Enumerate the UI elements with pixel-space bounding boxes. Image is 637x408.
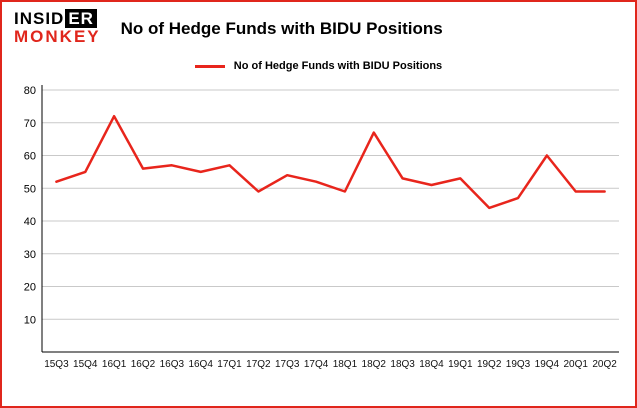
y-tick-label-50: 50: [24, 183, 36, 195]
x-tick-label-19Q1: 19Q1: [448, 359, 473, 370]
y-tick-label-10: 10: [24, 314, 36, 326]
page-title: No of Hedge Funds with BIDU Positions: [120, 18, 443, 38]
x-tick-label-19Q2: 19Q2: [477, 359, 502, 370]
x-tick-label-18Q1: 18Q1: [333, 359, 358, 370]
logo-text-monkey: MONKEY: [14, 26, 101, 46]
legend-line-swatch: [194, 64, 225, 68]
x-tick-label-19Q3: 19Q3: [506, 359, 531, 370]
logo-text-insid: INSID: [14, 9, 65, 28]
y-tick-label-70: 70: [24, 118, 36, 130]
x-tick-label-16Q1: 16Q1: [102, 359, 127, 370]
y-tick-label-80: 80: [24, 85, 36, 97]
x-tick-label-19Q4: 19Q4: [535, 359, 560, 370]
x-tick-label-15Q3: 15Q3: [44, 359, 69, 370]
y-tick-label-40: 40: [24, 216, 36, 228]
insider-monkey-logo: INSID ER MONKEY: [14, 9, 101, 46]
x-tick-label-17Q2: 17Q2: [246, 359, 271, 370]
chart-area: 10 20 30 40 50 60 70 80 15Q3 15Q4 16Q1 16Q2 16Q3 16Q4…: [4, 80, 633, 406]
x-tick-label-20Q1: 20Q1: [563, 359, 588, 370]
x-tick-label-17Q1: 17Q1: [217, 359, 242, 370]
logo-line-insider: INSID ER: [14, 9, 101, 28]
x-tick-label-20Q2: 20Q2: [592, 359, 617, 370]
logo-text-er-boxed: ER: [65, 9, 97, 28]
data-line: [55, 114, 606, 210]
y-tick-label-20: 20: [24, 282, 36, 294]
x-tick-label-16Q3: 16Q3: [160, 359, 185, 370]
chart-svg: 10 20 30 40 50 60 70 80 15Q3 15Q4 16Q1 16Q2 16Q3 16Q4…: [24, 85, 619, 370]
x-tick-label-17Q3: 17Q3: [275, 359, 300, 370]
legend-label: No of Hedge Funds with BIDU Positions: [233, 60, 443, 72]
y-tick-label-60: 60: [24, 151, 36, 163]
x-tick-label-18Q2: 18Q2: [362, 359, 387, 370]
x-tick-label-17Q4: 17Q4: [304, 359, 329, 370]
x-tick-label-18Q4: 18Q4: [419, 359, 444, 370]
x-tick-label-18Q3: 18Q3: [390, 359, 415, 370]
x-tick-label-16Q2: 16Q2: [131, 359, 156, 370]
x-tick-label-16Q4: 16Q4: [188, 359, 213, 370]
chart-legend: No of Hedge Funds with BIDU Positions: [2, 60, 635, 72]
header: INSID ER MONKEY No of Hedge Funds with BI…: [14, 9, 443, 46]
x-tick-label-15Q4: 15Q4: [73, 359, 98, 370]
y-tick-label-30: 30: [24, 249, 36, 261]
